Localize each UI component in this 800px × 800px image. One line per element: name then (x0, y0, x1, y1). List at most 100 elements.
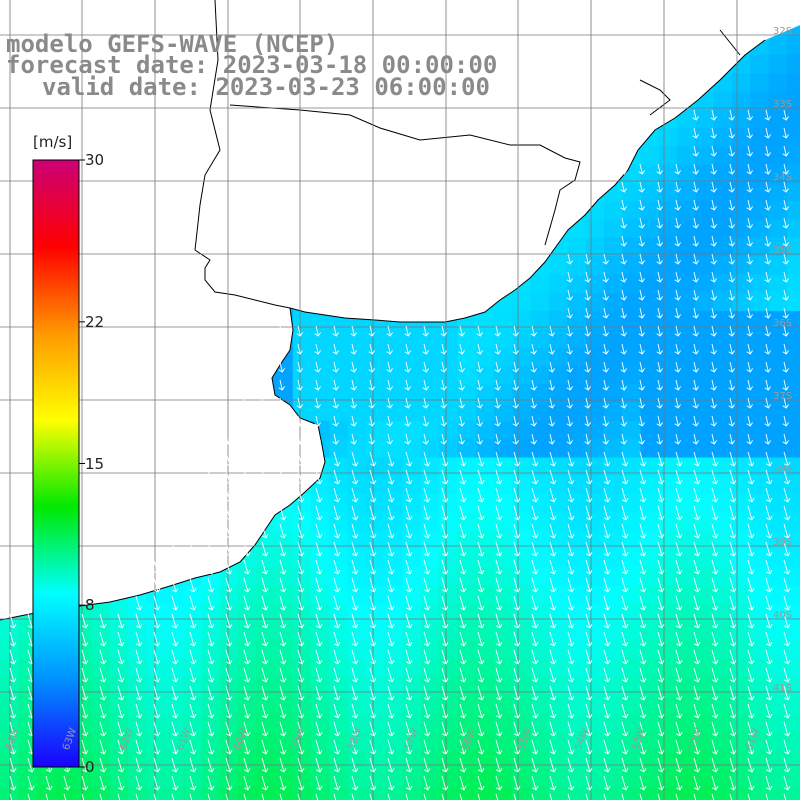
field-cell (292, 549, 312, 568)
field-cell (311, 750, 330, 770)
wind-arrow-head (260, 386, 267, 391)
wind-arrow-head (692, 116, 699, 121)
wind-arrow-head (674, 404, 681, 409)
field-cell (640, 420, 660, 440)
wind-arrow-head (676, 461, 683, 467)
wind-arrow (711, 289, 715, 301)
wind-arrow-head (728, 152, 735, 157)
field-cell (512, 658, 532, 678)
wind-arrow-head (692, 260, 699, 265)
wind-arrow (783, 199, 787, 211)
wind-arrow-head (548, 440, 555, 445)
field-cell (768, 73, 788, 92)
field-cell (420, 622, 440, 641)
wind-arrow (459, 451, 465, 466)
field-cell (347, 585, 367, 605)
wind-arrow-head (638, 278, 645, 283)
wind-arrow-head (244, 479, 251, 485)
field-cell (146, 677, 166, 696)
wind-arrow (765, 235, 769, 247)
field-cell (219, 732, 239, 751)
field-cell (292, 713, 312, 733)
field-cell (603, 237, 623, 257)
field-cell (603, 640, 623, 660)
field-cell (750, 750, 770, 770)
field-cell (347, 347, 367, 367)
wind-arrow-head (728, 260, 735, 265)
wind-arrow (531, 397, 535, 409)
field-cell (567, 585, 587, 605)
field-cell (347, 640, 367, 660)
wind-arrow-head (296, 404, 303, 409)
wind-arrow-head (566, 332, 573, 337)
wind-arrow (549, 415, 553, 427)
wind-arrow (315, 433, 319, 445)
field-cell (347, 622, 367, 641)
wind-arrow-head (566, 368, 573, 373)
wind-arrow-head (710, 350, 717, 355)
wind-arrow (585, 415, 589, 427)
field-cell (585, 311, 605, 330)
wind-arrow-head (602, 386, 609, 391)
wind-arrow (603, 451, 609, 466)
wind-arrow (459, 397, 463, 409)
field-cell (402, 439, 422, 458)
wind-arrow (603, 343, 607, 355)
field-cell (713, 603, 733, 623)
field-cell (549, 475, 568, 495)
wind-arrow-head (512, 368, 519, 373)
field-cell (567, 732, 587, 751)
wind-arrow-head (728, 332, 735, 337)
wind-arrow-head (530, 332, 537, 337)
wind-arrow-head (782, 440, 789, 445)
field-cell (603, 402, 623, 422)
wind-arrow (459, 415, 463, 427)
wind-arrow-head (476, 422, 483, 427)
field-cell (311, 567, 330, 587)
wind-arrow (675, 253, 679, 265)
field-cell (237, 713, 257, 733)
wind-arrow (747, 271, 751, 283)
coast-line (194, 39, 766, 323)
field-cell (695, 128, 715, 147)
field-cell (640, 732, 660, 751)
wind-arrow-head (476, 404, 483, 409)
wind-arrow (675, 451, 681, 466)
wind-arrow-head (764, 404, 771, 409)
wind-arrow (657, 325, 661, 337)
wind-arrow-head (388, 479, 395, 485)
field-cell (256, 603, 275, 623)
field-cell (329, 567, 349, 587)
field-cell (585, 530, 605, 550)
field-cell (420, 530, 440, 550)
wind-arrow (783, 235, 787, 247)
field-cell (768, 347, 788, 367)
field-cell (530, 695, 550, 715)
field-cell (274, 658, 294, 678)
field-cell (366, 713, 385, 733)
field-cell (146, 658, 166, 678)
field-cell (256, 677, 275, 696)
wind-arrow-head (656, 170, 663, 175)
field-cell (786, 164, 800, 184)
wind-arrow-head (746, 404, 753, 409)
field-cell (549, 732, 568, 751)
wind-arrow-head (242, 440, 249, 445)
field-cell (128, 622, 147, 641)
field-cell (219, 585, 239, 605)
wind-arrow-head (602, 368, 609, 373)
field-cell (677, 201, 696, 221)
wind-arrow (783, 253, 787, 265)
latitude-label: 41S (773, 683, 793, 694)
field-cell (658, 512, 678, 532)
wind-arrow-head (638, 404, 645, 409)
field-cell (677, 402, 696, 422)
wind-arrow-head (620, 260, 627, 265)
wind-arrow-head (424, 461, 431, 467)
wind-arrow-head (746, 152, 753, 157)
field-cell (512, 402, 532, 422)
wind-arrow (315, 469, 321, 484)
field-cell (677, 530, 696, 550)
field-cell (750, 420, 770, 440)
field-cell (567, 366, 587, 385)
